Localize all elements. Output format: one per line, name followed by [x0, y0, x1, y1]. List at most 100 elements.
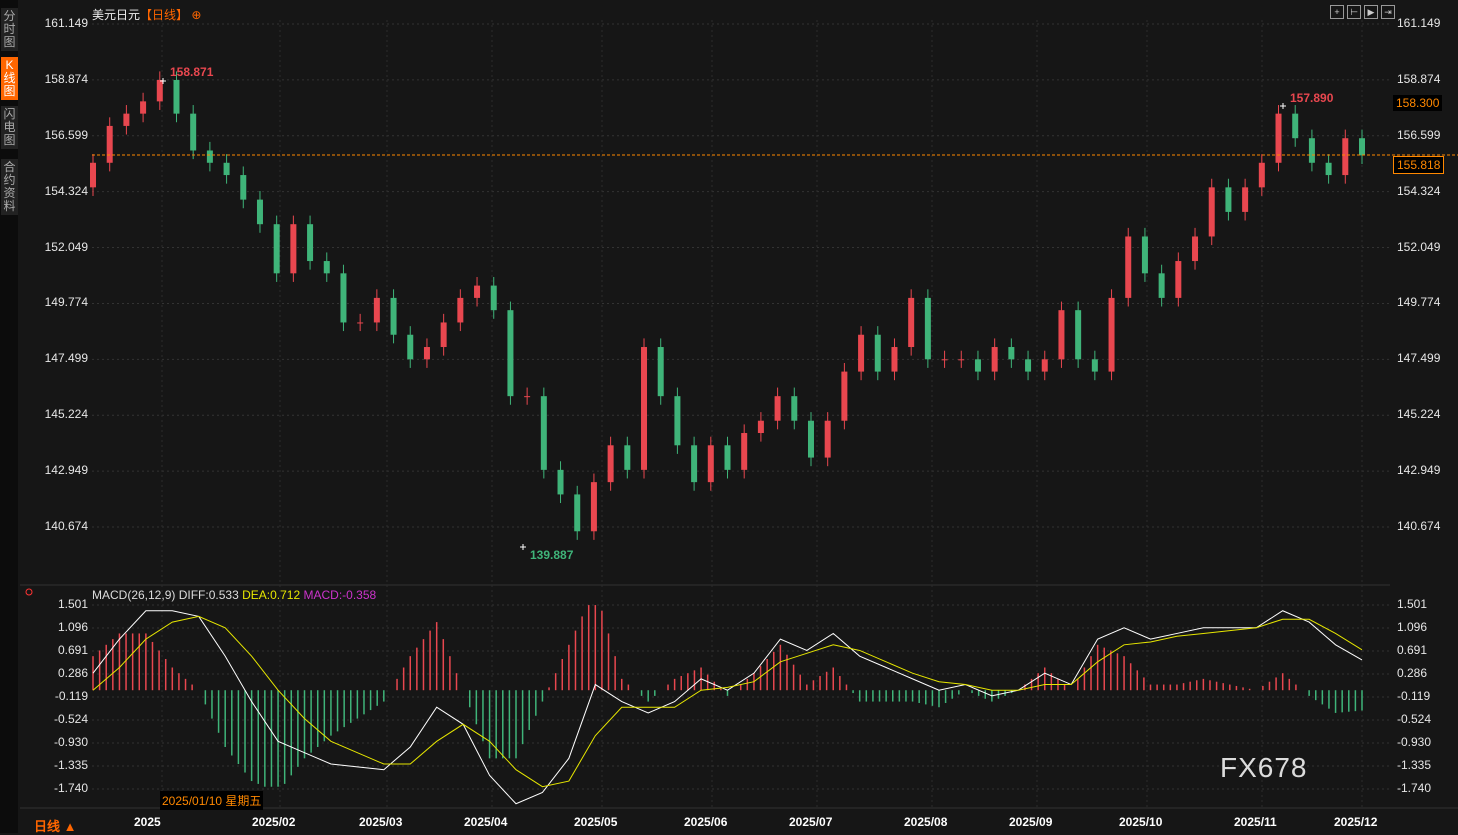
macd-tick-left: 0.286: [57, 665, 88, 680]
candle-body: [140, 101, 147, 114]
dea-value: DEA:0.712: [242, 588, 301, 602]
y-tick-right: 154.324: [1397, 183, 1441, 198]
candle-body: [1359, 138, 1365, 156]
candle-body: [490, 285, 497, 311]
candle-body: [674, 396, 681, 446]
candle-body: [641, 347, 648, 470]
macd-value: MACD:-0.358: [303, 588, 377, 602]
date-tooltip: 2025/01/10 星期五: [160, 791, 264, 810]
macd-tick-right: -0.930: [1397, 735, 1432, 749]
candle-body: [273, 224, 280, 274]
candle-body: [891, 347, 898, 372]
y-tick-left: 161.149: [44, 16, 88, 30]
candle-body: [724, 445, 731, 470]
y-tick-right: 161.149: [1397, 16, 1441, 30]
high-marker: [160, 78, 166, 84]
macd-tick-right: -0.524: [1397, 711, 1432, 726]
crosshair-circle-icon[interactable]: ⊕: [188, 8, 202, 22]
candle-body: [1342, 138, 1349, 176]
low-marker: [520, 544, 526, 550]
crosshair-icon[interactable]: +: [1330, 5, 1344, 19]
x-tick: 2025/06: [684, 815, 728, 829]
x-tick: 2025: [134, 815, 161, 829]
range-selector[interactable]: 日线 ▲: [34, 819, 77, 834]
candle-body: [1258, 162, 1265, 188]
macd-tick-left: -1.740: [53, 781, 88, 795]
candle-body: [240, 175, 247, 200]
dea-line: [92, 615, 1363, 788]
macd-settings-icon: [25, 588, 33, 596]
symbol: 美元日元: [92, 8, 141, 22]
chart-title: 美元日元【日线】 ⊕: [92, 6, 201, 23]
y-tick-right: 152.049: [1397, 239, 1441, 254]
candle-body: [1242, 187, 1249, 212]
candle-body: [373, 297, 380, 323]
x-tick: 2025/09: [1009, 815, 1053, 829]
y-tick-left: 152.049: [44, 239, 88, 254]
x-tick: 2025/12: [1334, 815, 1378, 829]
upper-price-box: 158.300: [1393, 95, 1443, 111]
candle-body: [457, 297, 464, 323]
period[interactable]: 【日线】: [140, 8, 189, 22]
tab-contract-info[interactable]: 合约资料: [1, 159, 18, 215]
candle-body: [123, 113, 130, 126]
candle-body: [440, 322, 447, 348]
y-tick-left: 149.774: [44, 295, 88, 310]
tab-kline[interactable]: K线图: [1, 57, 18, 100]
play-icon[interactable]: ▶: [1364, 5, 1378, 19]
y-tick-left: 156.599: [44, 127, 88, 142]
candle-body: [841, 371, 848, 421]
macd-tick-right: -1.740: [1397, 781, 1432, 795]
toolbar: + ⊢ ▶ ⇥: [1330, 5, 1395, 19]
macd-tick-left: 1.096: [57, 619, 88, 634]
macd-tick-right: 0.691: [1397, 642, 1428, 657]
candle-body: [858, 334, 865, 372]
candle-body: [474, 285, 481, 298]
candle-body: [1008, 347, 1015, 360]
candle-body: [991, 347, 998, 372]
candle-body: [524, 396, 531, 398]
candle-body: [691, 445, 698, 483]
candle-body: [256, 199, 263, 225]
macd-legend: MACD(26,12,9) DIFF:0.533 DEA:0.712 MACD:…: [92, 588, 376, 602]
macd-tick-right: 1.096: [1397, 619, 1428, 634]
y-tick-left: 145.224: [44, 407, 88, 422]
recent-high-annotation: 157.890: [1290, 91, 1334, 105]
candle-body: [757, 420, 764, 434]
candle-body: [407, 334, 414, 360]
x-tick: 2025/10: [1119, 815, 1163, 829]
candle-body: [1025, 359, 1032, 372]
tab-timeshare[interactable]: 分时图: [1, 8, 18, 51]
candle-body: [574, 494, 581, 532]
diff-value: DIFF:0.533: [178, 588, 239, 602]
candle-body: [824, 420, 831, 458]
candle-body: [357, 322, 364, 324]
candle-body: [106, 125, 113, 163]
candle-body: [624, 445, 631, 470]
candle-body: [590, 482, 597, 532]
low-annotation: 139.887: [530, 548, 574, 562]
candle-body: [1141, 236, 1148, 274]
candle-body: [908, 297, 915, 348]
candle-body: [1325, 162, 1332, 176]
watermark: FX678: [1220, 752, 1308, 783]
candle-body: [941, 359, 948, 361]
y-tick-left: 154.324: [44, 183, 88, 198]
x-tick: 2025/02: [252, 815, 296, 829]
candle-body: [958, 359, 965, 361]
candle-body: [323, 261, 330, 274]
macd-tick-right: 0.286: [1397, 665, 1428, 680]
tab-flash[interactable]: 闪电图: [1, 106, 18, 149]
y-tick-right: 145.224: [1397, 407, 1441, 422]
candle-body: [90, 162, 96, 188]
candle-body: [774, 396, 781, 421]
range-icon[interactable]: ⊢: [1347, 5, 1361, 19]
candle-body: [1108, 297, 1115, 372]
candle-body: [791, 396, 798, 421]
end-icon[interactable]: ⇥: [1381, 5, 1395, 19]
candle-body: [307, 224, 314, 262]
high-annotation: 158.871: [170, 65, 214, 79]
candle-body: [657, 347, 664, 397]
macd-tick-left: 0.691: [57, 642, 88, 657]
